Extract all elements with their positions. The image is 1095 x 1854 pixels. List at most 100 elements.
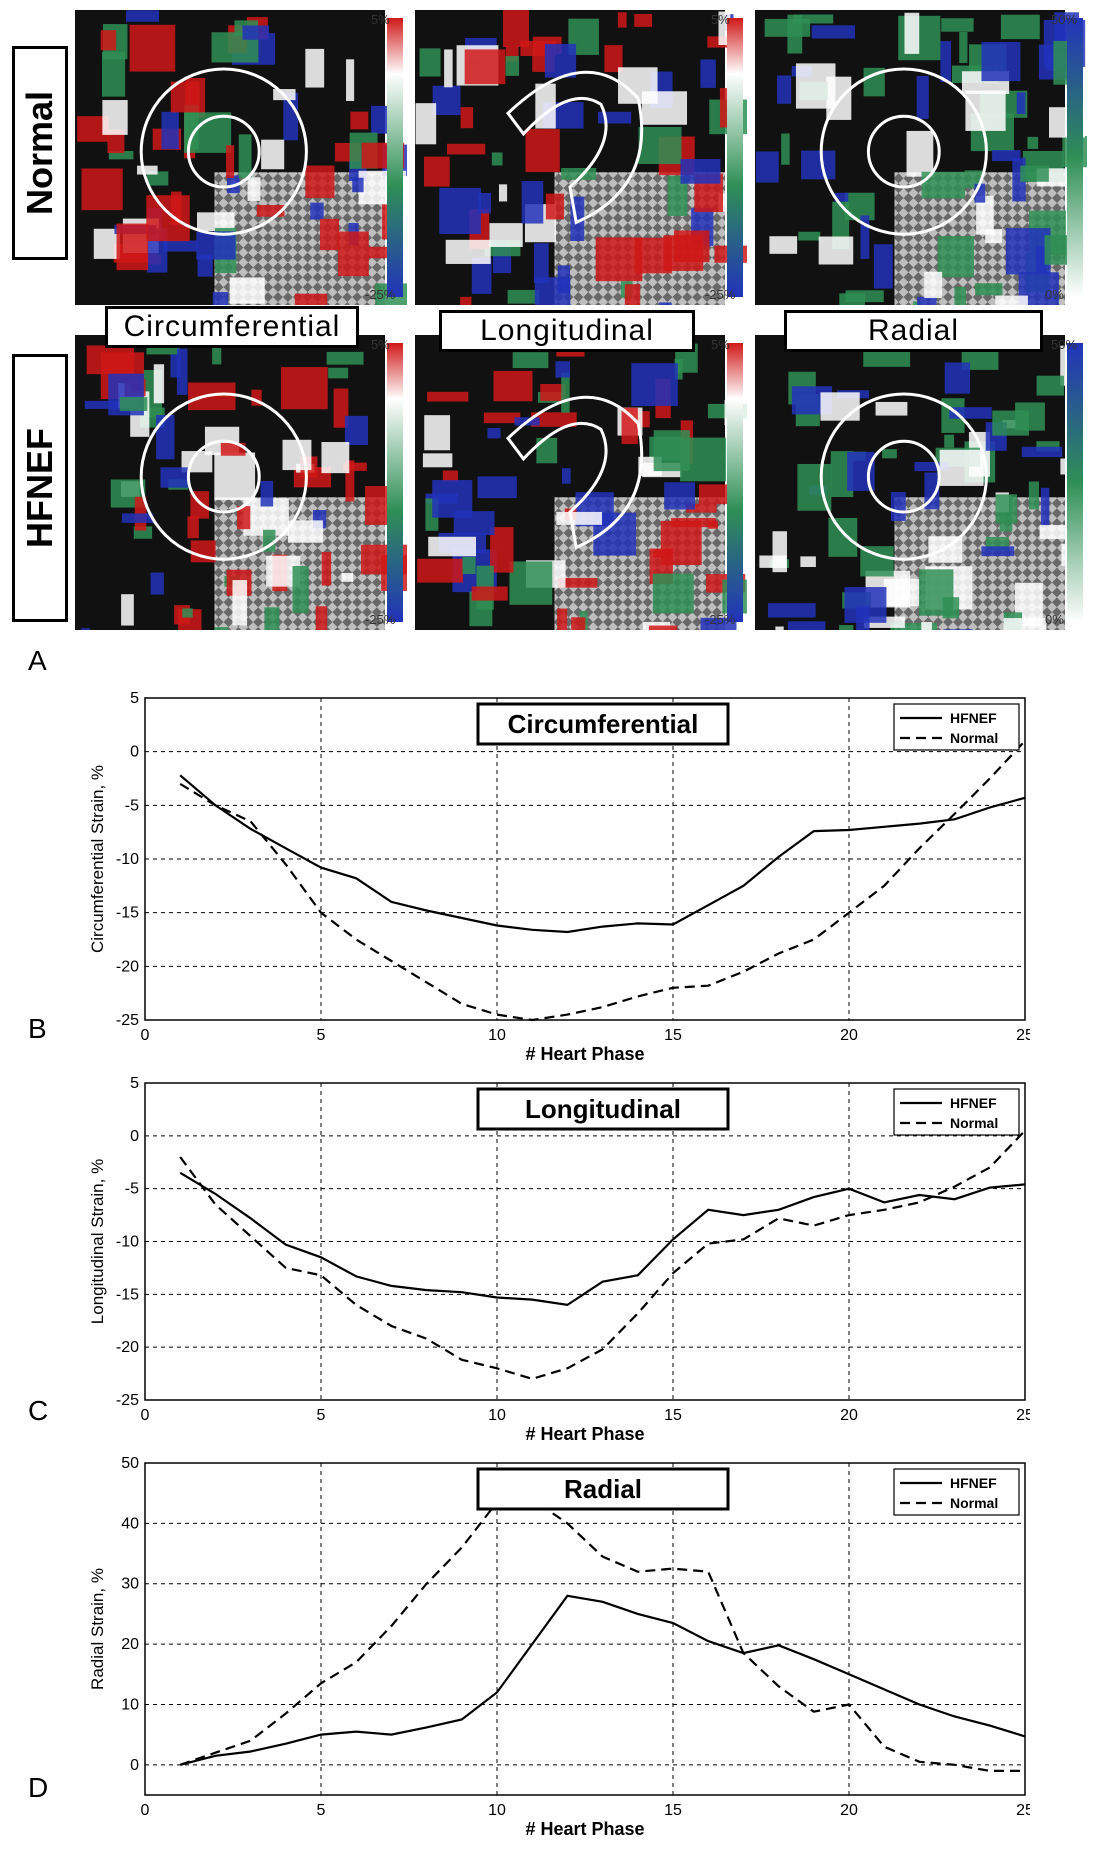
y-axis-label: Radial Strain, % bbox=[88, 1568, 107, 1690]
y-tick-label: 5 bbox=[130, 690, 139, 707]
x-tick-label: 20 bbox=[840, 1027, 858, 1044]
x-tick-label: 25 bbox=[1016, 1407, 1030, 1424]
colorbar-min-label: 0% bbox=[1045, 612, 1064, 627]
strain-map-longitudinal-normal-image bbox=[415, 10, 760, 338]
colorbar-max-label: 5% bbox=[371, 337, 390, 352]
y-tick-label: -15 bbox=[116, 905, 139, 922]
x-tick-label: 15 bbox=[664, 1802, 682, 1819]
x-tick-label: 10 bbox=[488, 1802, 506, 1819]
x-tick-label: 20 bbox=[840, 1802, 858, 1819]
colorbar-max-label: 50% bbox=[1051, 337, 1078, 352]
strain-map-circumferential-normal bbox=[75, 10, 425, 322]
row-label-normal: Normal bbox=[12, 46, 68, 260]
strain-map-longitudinal-hfnef bbox=[415, 335, 749, 665]
x-tick-label: 5 bbox=[317, 1802, 326, 1819]
x-tick-label: 25 bbox=[1016, 1802, 1030, 1819]
strain-map-radial-normal bbox=[755, 10, 1095, 328]
y-tick-label: 5 bbox=[130, 1075, 139, 1092]
series-line-normal bbox=[179, 740, 1026, 1022]
legend-label: Normal bbox=[950, 730, 998, 746]
colorbar-min-label: -25% bbox=[705, 287, 736, 302]
column-label-longitudinal: Longitudinal bbox=[439, 310, 695, 352]
y-tick-label: -25 bbox=[116, 1012, 139, 1029]
colorbar-min-label: 0% bbox=[1045, 287, 1064, 302]
panel-letter-a: A bbox=[28, 645, 47, 676]
panel-letter-b: B bbox=[28, 1013, 47, 1044]
y-tick-label: -20 bbox=[116, 1339, 139, 1356]
colorbar-max-label: 50% bbox=[1051, 12, 1078, 27]
x-tick-label: 5 bbox=[317, 1027, 326, 1044]
strain-map-radial-hfnef-image bbox=[755, 335, 1095, 672]
chart-title-box bbox=[476, 1087, 730, 1131]
y-tick-label: 20 bbox=[121, 1636, 139, 1653]
colorbar-min-label: -25% bbox=[705, 612, 736, 627]
chart-title: Longitudinal bbox=[525, 1094, 681, 1124]
colorbar-max-label: 5% bbox=[711, 12, 730, 27]
chart-radial: 0 5 10 15 20 25 50 40 30 20 10 0 # Heart Phase Radial… bbox=[85, 1455, 1030, 1850]
strain-map-radial-hfnef bbox=[755, 335, 1095, 672]
x-axis-label: # Heart Phase bbox=[525, 1424, 644, 1444]
chart-radial-svg: 0 5 10 15 20 25 50 40 30 20 10 0 # Heart Phase Radial… bbox=[88, 1455, 1030, 1839]
x-tick-label: 0 bbox=[141, 1802, 150, 1819]
y-tick-label: 0 bbox=[130, 744, 139, 761]
x-tick-label: 0 bbox=[141, 1407, 150, 1424]
y-axis-label: Circumferential Strain, % bbox=[88, 765, 107, 953]
series-line-normal bbox=[179, 1498, 1025, 1772]
colorbar-max-label: 5% bbox=[371, 12, 390, 27]
series-line-hfnef bbox=[179, 1171, 1026, 1307]
legend-label: HFNEF bbox=[950, 710, 997, 726]
chart-title-box bbox=[476, 1467, 730, 1511]
colorbar-min-label: -25% bbox=[365, 287, 396, 302]
x-tick-label: 20 bbox=[840, 1407, 858, 1424]
y-tick-label: 0 bbox=[130, 1128, 139, 1145]
x-tick-label: 5 bbox=[317, 1407, 326, 1424]
y-tick-label: -5 bbox=[125, 1181, 139, 1198]
strain-map-circumferential-normal-image bbox=[75, 10, 425, 322]
chart-title-box bbox=[476, 702, 730, 746]
chart-title: Radial bbox=[564, 1474, 642, 1504]
row-label-hfnef: HFNEF bbox=[12, 354, 68, 622]
y-tick-label: 30 bbox=[121, 1576, 139, 1593]
strain-map-circumferential-hfnef-image bbox=[75, 335, 426, 669]
y-tick-label: -10 bbox=[116, 851, 139, 868]
series-line-hfnef bbox=[179, 1594, 1026, 1766]
x-tick-label: 15 bbox=[664, 1027, 682, 1044]
x-tick-label: 10 bbox=[488, 1407, 506, 1424]
y-tick-label: -20 bbox=[116, 958, 139, 975]
chart-circumferential: 0 5 10 15 20 25 5 0 -5 -10 -15 -20 -25 # Heart Phase C… bbox=[85, 690, 1030, 1075]
x-tick-label: 0 bbox=[141, 1027, 150, 1044]
y-tick-label: 40 bbox=[121, 1515, 139, 1532]
y-tick-label: 0 bbox=[130, 1757, 139, 1774]
series-line-normal bbox=[179, 1129, 1026, 1381]
row-label-hfnef-text: HFNEF bbox=[19, 428, 60, 548]
legend-label: HFNEF bbox=[950, 1475, 997, 1491]
y-tick-label: -25 bbox=[116, 1392, 139, 1409]
y-axis-label: Longitudinal Strain, % bbox=[88, 1159, 107, 1324]
legend-label: Normal bbox=[950, 1495, 998, 1511]
column-label-radial: Radial bbox=[784, 310, 1043, 352]
chart-longitudinal-svg: 0 5 10 15 20 25 5 0 -5 -10 -15 -20 -25 # Heart Phase L… bbox=[88, 1075, 1030, 1444]
legend-label: HFNEF bbox=[950, 1095, 997, 1111]
strain-map-circumferential-hfnef bbox=[75, 335, 426, 669]
x-tick-label: 25 bbox=[1016, 1027, 1030, 1044]
legend bbox=[893, 1088, 1020, 1136]
legend-label: Normal bbox=[950, 1115, 998, 1131]
x-tick-label: 10 bbox=[488, 1027, 506, 1044]
y-tick-label: -15 bbox=[116, 1286, 139, 1303]
chart-longitudinal: 0 5 10 15 20 25 5 0 -5 -10 -15 -20 -25 # Heart Phase L… bbox=[85, 1075, 1030, 1455]
colorbar-min-label: -25% bbox=[365, 612, 396, 627]
chart-circumferential-svg: 0 5 10 15 20 25 5 0 -5 -10 -15 -20 -25 # Heart Phase C… bbox=[88, 690, 1030, 1064]
series-line-hfnef bbox=[179, 774, 1026, 934]
y-tick-label: 10 bbox=[121, 1696, 139, 1713]
y-tick-label: -5 bbox=[125, 797, 139, 814]
legend bbox=[893, 703, 1020, 751]
panel-letter-d: D bbox=[28, 1772, 49, 1803]
strain-map-radial-normal-image bbox=[755, 10, 1095, 328]
column-label-circumferential: Circumferential bbox=[105, 306, 359, 348]
x-tick-label: 15 bbox=[664, 1407, 682, 1424]
y-tick-label: -10 bbox=[116, 1234, 139, 1251]
x-axis-label: # Heart Phase bbox=[525, 1819, 644, 1839]
legend bbox=[893, 1468, 1020, 1516]
chart-title: Circumferential bbox=[508, 709, 699, 739]
strain-map-longitudinal-hfnef-image bbox=[415, 335, 749, 665]
